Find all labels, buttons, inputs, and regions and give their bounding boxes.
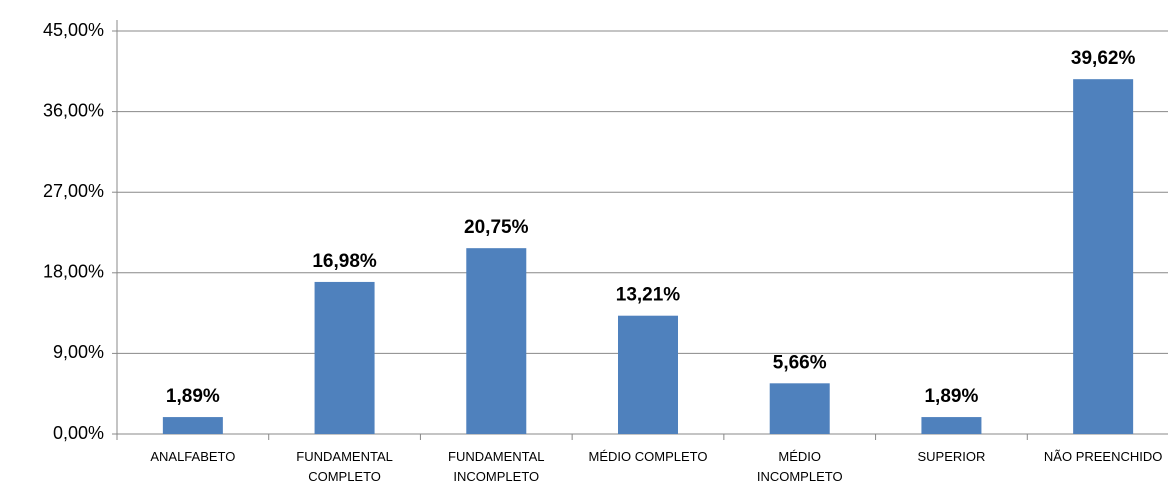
x-tick-label: FUNDAMENTAL COMPLETO (296, 449, 393, 484)
value-label: 20,75% (464, 217, 529, 238)
label-line: MÉDIO (778, 449, 821, 464)
x-tick-label: MÉDIO COMPLETO (589, 449, 708, 464)
label-line: MÉDIO COMPLETO (589, 449, 708, 464)
label-line: FUNDAMENTAL (448, 449, 545, 464)
y-tick-label: 0,00% (53, 423, 104, 443)
bar (618, 315, 678, 434)
value-label: 1,89% (924, 386, 978, 407)
label-line: SUPERIOR (917, 449, 985, 464)
bar (314, 281, 375, 434)
label-line: NÃO PREENCHIDO (1044, 449, 1162, 464)
bar (162, 417, 223, 434)
y-tick-label: 9,00% (53, 342, 104, 362)
value-label: 16,98% (312, 251, 377, 272)
x-tick-label: FUNDAMENTAL INCOMPLETO (448, 449, 545, 484)
x-tick-label: SUPERIOR (917, 449, 985, 464)
label-line: FUNDAMENTAL (296, 449, 393, 464)
label-line: INCOMPLETO (453, 469, 539, 484)
bar (466, 248, 527, 434)
bar (769, 383, 830, 434)
label-line: INCOMPLETO (757, 469, 843, 484)
value-label: 1,89% (166, 386, 220, 407)
bar (1073, 79, 1134, 435)
bar (921, 417, 982, 434)
y-tick-label: 45,00% (43, 20, 104, 40)
x-tick-label: MÉDIO INCOMPLETO (757, 449, 843, 484)
y-tick-label: 27,00% (43, 181, 104, 201)
x-tick-label: ANALFABETO (150, 449, 235, 464)
value-label: 5,66% (773, 352, 827, 373)
value-label: 13,21% (616, 285, 681, 306)
y-tick-label: 36,00% (43, 100, 104, 120)
value-label: 39,62% (1071, 48, 1136, 69)
label-line: COMPLETO (308, 469, 381, 484)
y-tick-label: 18,00% (43, 262, 104, 282)
label-line: ANALFABETO (150, 449, 235, 464)
x-tick-label: NÃO PREENCHIDO (1044, 449, 1162, 464)
